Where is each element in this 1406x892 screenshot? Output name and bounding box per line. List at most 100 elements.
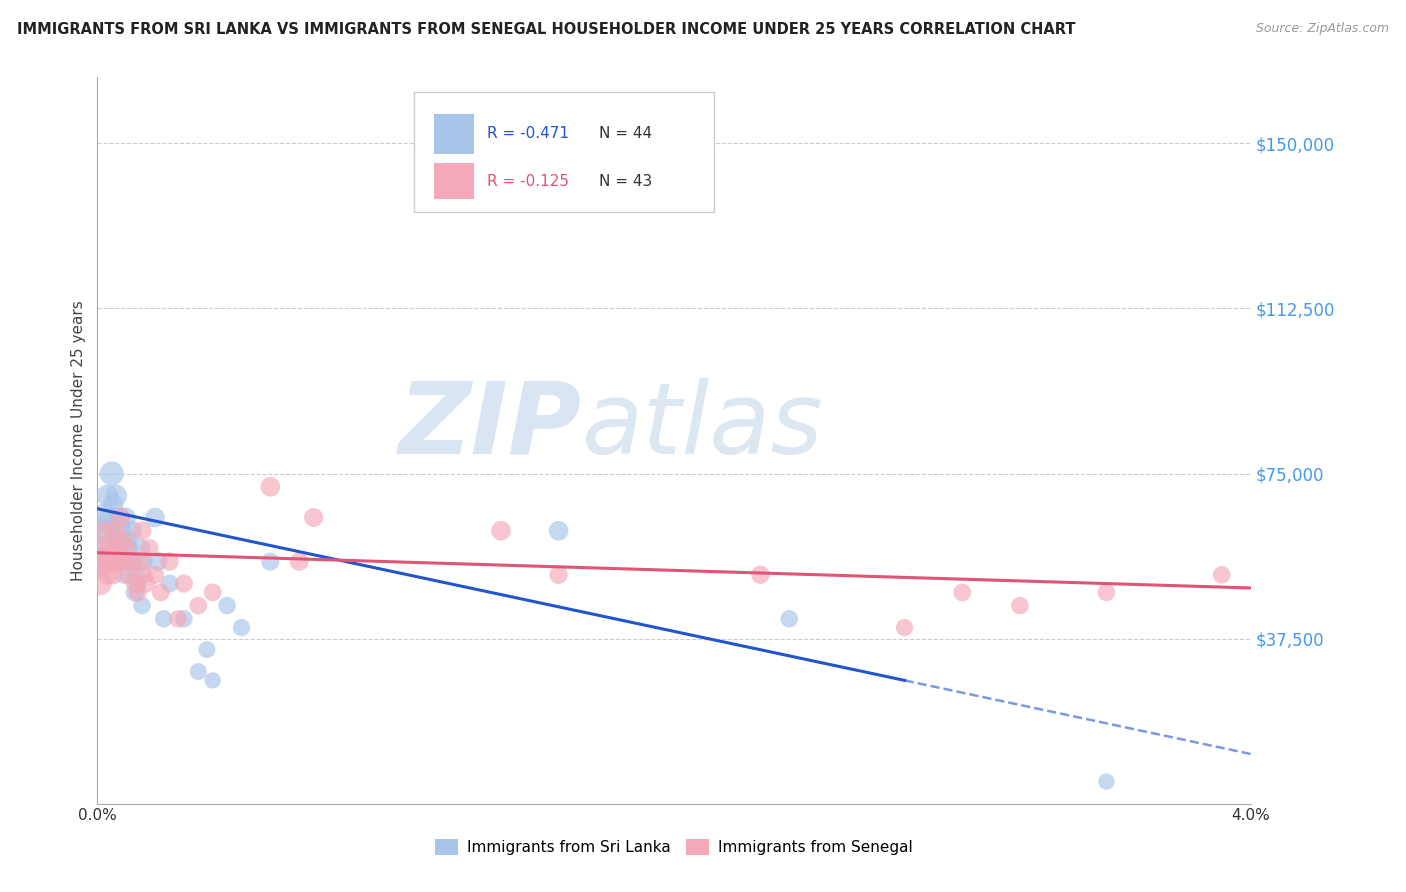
Point bbox=[100, 467, 122, 481]
Point bbox=[107, 555, 129, 569]
Point bbox=[121, 524, 143, 538]
Point bbox=[131, 599, 153, 613]
Point bbox=[201, 585, 224, 599]
Text: N = 43: N = 43 bbox=[599, 174, 652, 189]
Point bbox=[143, 510, 166, 524]
Point bbox=[111, 524, 134, 538]
FancyBboxPatch shape bbox=[434, 163, 474, 200]
Text: R = -0.125: R = -0.125 bbox=[486, 174, 569, 189]
Point bbox=[98, 541, 121, 556]
Point bbox=[132, 567, 155, 582]
Text: atlas: atlas bbox=[582, 377, 824, 475]
Point bbox=[201, 673, 224, 688]
FancyBboxPatch shape bbox=[434, 114, 474, 153]
Point bbox=[288, 555, 311, 569]
Point bbox=[107, 533, 129, 547]
Point bbox=[115, 510, 138, 524]
Point bbox=[195, 642, 218, 657]
Point bbox=[104, 524, 127, 538]
Point bbox=[152, 612, 174, 626]
Point bbox=[132, 555, 155, 569]
Point bbox=[122, 555, 145, 569]
Point bbox=[94, 555, 117, 569]
Point bbox=[143, 567, 166, 582]
Point bbox=[259, 555, 281, 569]
Point bbox=[112, 533, 135, 547]
Point bbox=[111, 555, 134, 569]
Point bbox=[96, 489, 118, 503]
Point bbox=[893, 621, 915, 635]
Point bbox=[96, 567, 118, 582]
Point bbox=[950, 585, 973, 599]
Point bbox=[149, 585, 172, 599]
Point bbox=[103, 497, 125, 511]
Point bbox=[231, 621, 253, 635]
Point bbox=[127, 576, 149, 591]
Point bbox=[120, 555, 142, 569]
Point bbox=[1095, 585, 1118, 599]
Point bbox=[1095, 774, 1118, 789]
Point bbox=[114, 567, 136, 582]
Point bbox=[94, 555, 117, 569]
Text: Source: ZipAtlas.com: Source: ZipAtlas.com bbox=[1256, 22, 1389, 36]
Point bbox=[159, 576, 181, 591]
Point bbox=[547, 524, 569, 538]
Legend: Immigrants from Sri Lanka, Immigrants from Senegal: Immigrants from Sri Lanka, Immigrants fr… bbox=[429, 833, 920, 862]
Point bbox=[118, 567, 141, 582]
Point bbox=[124, 576, 146, 591]
Point bbox=[138, 541, 160, 556]
Point bbox=[302, 510, 325, 524]
Point bbox=[105, 489, 128, 503]
Point bbox=[217, 599, 239, 613]
Point bbox=[93, 510, 115, 524]
Text: ZIP: ZIP bbox=[399, 377, 582, 475]
Y-axis label: Householder Income Under 25 years: Householder Income Under 25 years bbox=[72, 300, 86, 581]
Point bbox=[118, 541, 141, 556]
Point bbox=[125, 567, 148, 582]
Point bbox=[259, 480, 281, 494]
Point bbox=[131, 524, 153, 538]
Text: R = -0.471: R = -0.471 bbox=[486, 126, 569, 141]
Point bbox=[547, 567, 569, 582]
Point bbox=[105, 555, 128, 569]
Point bbox=[90, 524, 112, 538]
Point bbox=[1008, 599, 1031, 613]
Point bbox=[110, 541, 132, 556]
Point bbox=[129, 555, 152, 569]
Point bbox=[129, 541, 152, 556]
Point bbox=[124, 585, 146, 599]
Point bbox=[112, 555, 135, 569]
Point bbox=[1211, 567, 1233, 582]
Point bbox=[90, 555, 112, 569]
Point bbox=[97, 510, 120, 524]
Point bbox=[100, 555, 122, 569]
Point bbox=[93, 524, 115, 538]
Point bbox=[146, 555, 169, 569]
Text: IMMIGRANTS FROM SRI LANKA VS IMMIGRANTS FROM SENEGAL HOUSEHOLDER INCOME UNDER 25: IMMIGRANTS FROM SRI LANKA VS IMMIGRANTS … bbox=[17, 22, 1076, 37]
FancyBboxPatch shape bbox=[415, 92, 714, 211]
Point bbox=[91, 541, 114, 556]
Point bbox=[159, 555, 181, 569]
Point bbox=[90, 555, 112, 569]
Point bbox=[167, 612, 190, 626]
Point bbox=[117, 533, 139, 547]
Point bbox=[110, 510, 132, 524]
Point bbox=[187, 665, 209, 679]
Point bbox=[173, 576, 195, 591]
Point bbox=[104, 524, 127, 538]
Point bbox=[115, 541, 138, 556]
Text: N = 44: N = 44 bbox=[599, 126, 652, 141]
Point bbox=[127, 585, 149, 599]
Point bbox=[187, 599, 209, 613]
Point bbox=[103, 567, 125, 582]
Point bbox=[173, 612, 195, 626]
Point bbox=[105, 541, 128, 556]
Point bbox=[91, 541, 114, 556]
Point bbox=[778, 612, 800, 626]
Point bbox=[108, 510, 131, 524]
Point bbox=[89, 576, 111, 591]
Point bbox=[749, 567, 772, 582]
Point bbox=[121, 555, 143, 569]
Point bbox=[489, 524, 512, 538]
Point bbox=[135, 576, 157, 591]
